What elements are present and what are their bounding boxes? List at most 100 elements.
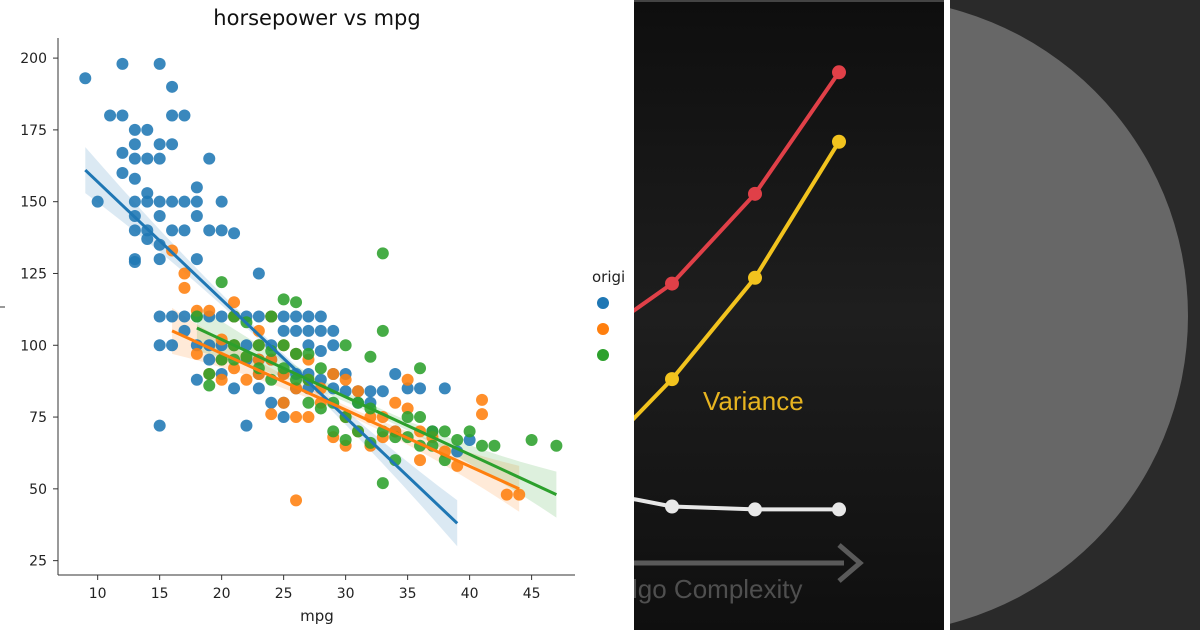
series-line <box>634 140 841 422</box>
data-point <box>215 310 228 323</box>
data-point <box>116 146 129 159</box>
data-point <box>476 393 489 406</box>
data-point <box>141 123 154 136</box>
data-point <box>215 195 228 208</box>
data-point <box>389 367 402 380</box>
data-point <box>190 253 203 266</box>
data-point <box>228 296 241 309</box>
data-points <box>79 57 563 507</box>
data-point <box>166 339 179 352</box>
data-point <box>488 439 501 452</box>
data-point <box>128 172 141 185</box>
data-point <box>414 411 427 424</box>
data-point <box>414 382 427 395</box>
series-point <box>832 65 846 80</box>
y-tick-label: 200 <box>20 51 47 67</box>
data-point <box>190 310 203 323</box>
data-point <box>265 310 278 323</box>
data-point <box>500 488 513 501</box>
data-point <box>178 281 191 294</box>
data-point <box>141 187 154 200</box>
data-point <box>190 210 203 223</box>
data-point <box>153 152 166 165</box>
x-tick-label: 20 <box>213 586 231 602</box>
data-point <box>203 353 216 366</box>
data-point <box>277 339 290 352</box>
data-point <box>364 350 377 363</box>
data-point <box>513 488 526 501</box>
data-point <box>153 419 166 432</box>
x-tick-labels: 10 15 20 25 30 35 40 45 <box>89 575 541 602</box>
data-point <box>166 195 179 208</box>
legend-marker <box>597 349 609 361</box>
data-point <box>228 362 241 375</box>
data-point <box>153 253 166 266</box>
scatter-chart: horsepower vs mpg 10 15 20 25 30 35 40 45 25 50 7… <box>0 6 625 625</box>
series-line <box>634 497 839 512</box>
data-point <box>352 385 365 398</box>
data-point <box>339 339 352 352</box>
data-point <box>153 210 166 223</box>
data-point <box>252 339 265 352</box>
legend-markers <box>597 297 609 361</box>
data-point <box>290 296 303 309</box>
data-point <box>339 373 352 386</box>
data-point <box>252 267 265 280</box>
data-point <box>166 109 179 122</box>
data-point <box>314 402 327 415</box>
data-point <box>128 224 141 237</box>
data-point <box>463 434 476 447</box>
data-point <box>153 57 166 70</box>
data-point <box>141 233 154 246</box>
data-point <box>463 425 476 438</box>
data-point <box>327 425 340 438</box>
data-point <box>153 138 166 151</box>
data-point <box>327 339 340 352</box>
data-point <box>116 109 129 122</box>
data-point <box>265 408 278 421</box>
data-point <box>128 138 141 151</box>
data-point <box>203 379 216 392</box>
y-tick-label: 150 <box>20 195 47 211</box>
data-point <box>376 477 389 490</box>
y-tick-label: 25 <box>29 554 47 570</box>
data-point <box>277 411 290 424</box>
series-points <box>665 65 846 517</box>
data-point <box>414 454 427 467</box>
data-point <box>290 324 303 337</box>
data-point <box>550 439 563 452</box>
y-tick-label: 75 <box>29 410 47 426</box>
data-point <box>314 362 327 375</box>
data-point <box>438 382 451 395</box>
x-tick-label: 25 <box>275 586 293 602</box>
x-tick-label: 35 <box>399 586 417 602</box>
data-point <box>438 425 451 438</box>
data-point <box>339 434 352 447</box>
variance-annotation: Variance <box>703 386 804 416</box>
data-point <box>166 224 179 237</box>
middle-chart-panel: Variance lgo Complexity <box>634 0 944 630</box>
data-point <box>525 434 538 447</box>
x-tick-label: 30 <box>337 586 355 602</box>
series-point <box>748 502 762 517</box>
series-point <box>748 186 762 201</box>
regression-line <box>84 169 459 525</box>
data-point <box>190 181 203 194</box>
complexity-chart: Variance lgo Complexity <box>634 0 944 630</box>
x-tick-label: 10 <box>89 586 107 602</box>
data-point <box>178 267 191 280</box>
panel-background <box>634 0 944 630</box>
data-point <box>314 345 327 358</box>
data-point <box>302 324 315 337</box>
data-point <box>376 385 389 398</box>
data-point <box>240 419 253 432</box>
data-point <box>166 310 179 323</box>
data-point <box>302 396 315 409</box>
data-point <box>128 152 141 165</box>
data-point <box>203 304 216 317</box>
data-point <box>153 195 166 208</box>
data-point <box>128 195 141 208</box>
data-point <box>116 166 129 179</box>
data-point <box>203 152 216 165</box>
data-point <box>178 109 191 122</box>
